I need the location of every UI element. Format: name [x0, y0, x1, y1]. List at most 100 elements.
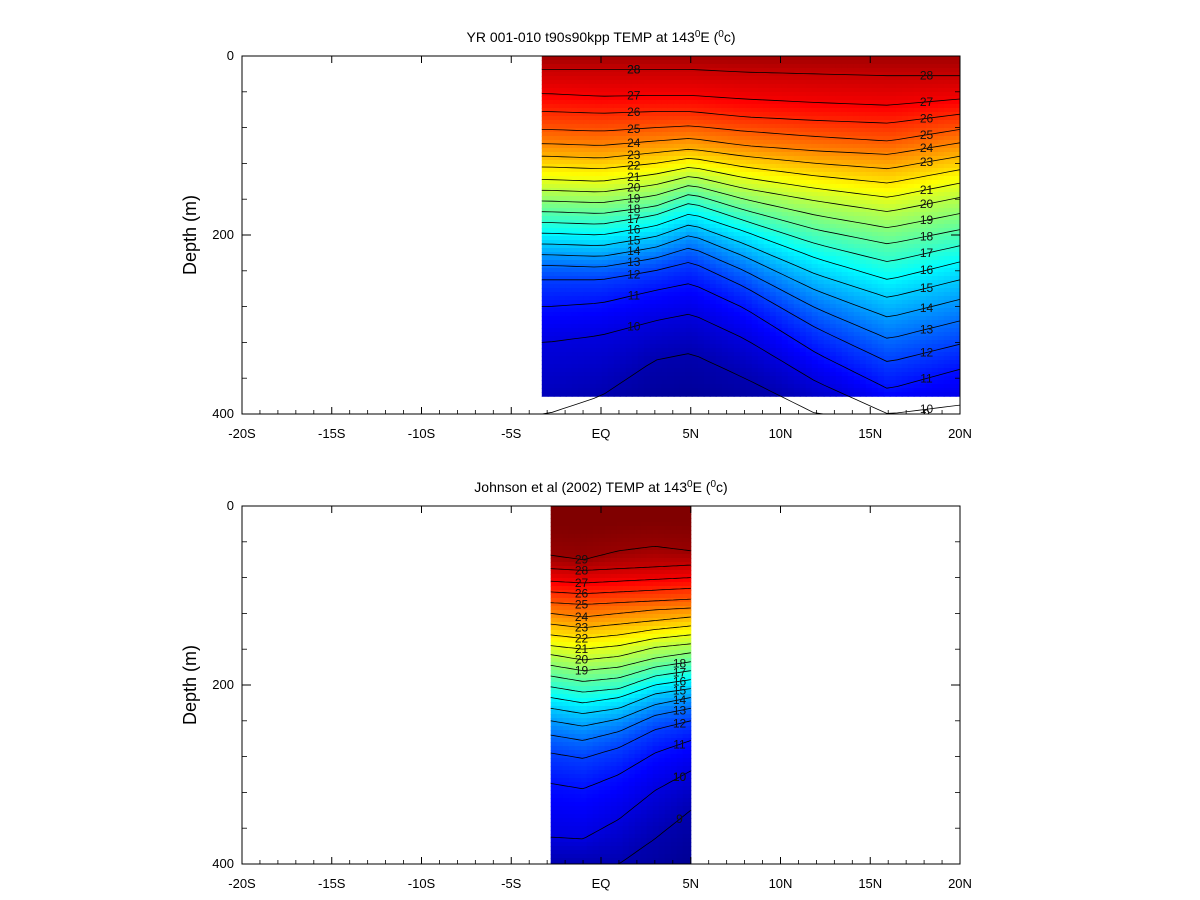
heat-cell [547, 96, 555, 101]
heat-cell [703, 92, 711, 97]
heat-cell [829, 64, 837, 69]
heat-cell [829, 368, 837, 373]
heat-cell [685, 104, 693, 109]
heat-cell [577, 308, 585, 313]
heat-cell [625, 344, 633, 349]
heat-cell [805, 168, 813, 173]
heat-cell [787, 352, 795, 357]
heat-cell [703, 160, 711, 165]
heat-cell [613, 384, 621, 389]
heat-cell [613, 136, 621, 141]
heat-cell [751, 284, 759, 289]
heat-cell [547, 228, 555, 233]
heat-cell [655, 372, 663, 377]
heat-cell [667, 304, 675, 309]
heat-cell [757, 284, 765, 289]
heat-cell [841, 280, 849, 285]
heat-cell [865, 376, 873, 381]
heat-cell [733, 364, 741, 369]
heat-cell [547, 196, 555, 201]
heat-cell [805, 300, 813, 305]
heat-cell [787, 196, 795, 201]
heat-cell [625, 372, 633, 377]
heat-cell [751, 88, 759, 93]
heat-cell [781, 120, 789, 125]
heat-cell [805, 264, 813, 269]
heat-cell [715, 276, 723, 281]
heat-cell [655, 116, 663, 121]
heat-cell [661, 228, 669, 233]
heat-cell [823, 272, 831, 277]
heat-cell [829, 84, 837, 89]
heat-cell [583, 300, 591, 305]
heat-cell [673, 176, 681, 181]
heat-cell [661, 364, 669, 369]
heat-cell [553, 172, 561, 177]
heat-cell [649, 176, 657, 181]
heat-cell [703, 108, 711, 113]
heat-cell [865, 252, 873, 257]
heat-cell [817, 232, 825, 237]
heat-cell [769, 352, 777, 357]
heat-cell [739, 208, 747, 213]
heat-cell [757, 380, 765, 385]
heat-cell [589, 316, 597, 321]
heat-cell [571, 64, 579, 69]
heat-cell [733, 132, 741, 137]
heat-cell [811, 380, 819, 385]
heat-cell [853, 336, 861, 341]
heat-cell [793, 96, 801, 101]
heat-cell [775, 92, 783, 97]
heat-cell [847, 332, 855, 337]
heat-cell [541, 372, 549, 377]
heat-cell [589, 256, 597, 261]
heat-cell [727, 352, 735, 357]
heat-cell [721, 136, 729, 141]
heat-cell [763, 136, 771, 141]
heat-cell [625, 312, 633, 317]
heat-cell [703, 384, 711, 389]
heat-cell [871, 172, 879, 177]
heat-cell [835, 344, 843, 349]
heat-cell [871, 92, 879, 97]
heat-cell [829, 140, 837, 145]
heat-cell [781, 140, 789, 145]
heat-cell [721, 164, 729, 169]
heat-cell [709, 64, 717, 69]
heat-cell [655, 72, 663, 77]
heat-cell [727, 256, 735, 261]
heat-cell [733, 252, 741, 257]
heat-cell [649, 336, 657, 341]
heat-cell [805, 128, 813, 133]
heat-cell [667, 256, 675, 261]
heat-cell [871, 132, 879, 137]
heat-cell [661, 236, 669, 241]
heat-cell [649, 220, 657, 225]
heat-cell [565, 204, 573, 209]
heat-cell [685, 372, 693, 377]
heat-cell [685, 320, 693, 325]
heat-cell [697, 392, 705, 397]
heat-cell [685, 76, 693, 81]
heat-cell [691, 236, 699, 241]
heat-cell [835, 84, 843, 89]
heat-cell [565, 164, 573, 169]
heat-cell [709, 76, 717, 81]
heat-cell [697, 164, 705, 169]
heat-cell [589, 340, 597, 345]
heat-cell [697, 276, 705, 281]
heat-cell [745, 124, 753, 129]
heat-cell [841, 92, 849, 97]
heat-cell [577, 76, 585, 81]
heat-cell [799, 232, 807, 237]
heat-cell [541, 68, 549, 73]
heat-cell [667, 384, 675, 389]
heat-cell [727, 332, 735, 337]
heat-cell [775, 80, 783, 85]
heat-cell [577, 284, 585, 289]
heat-cell [745, 340, 753, 345]
heat-cell [847, 384, 855, 389]
heat-cell [745, 72, 753, 77]
heat-cell [541, 96, 549, 101]
heat-cell [673, 68, 681, 73]
